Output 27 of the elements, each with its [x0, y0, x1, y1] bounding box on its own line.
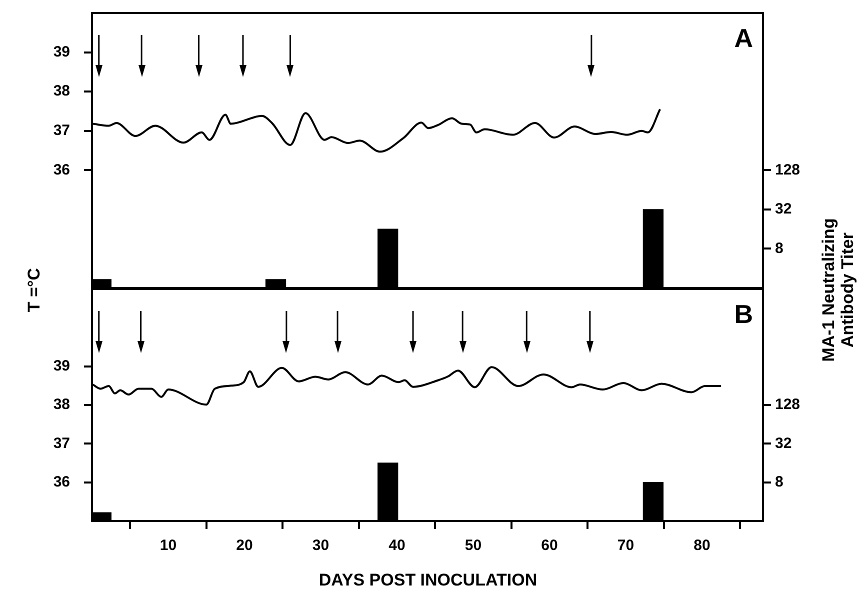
annotation: A — [734, 23, 754, 54]
y-tick-label: 37 — [53, 434, 70, 452]
x-tick-label: 70 — [617, 537, 634, 554]
annotation: B — [734, 299, 753, 330]
y-tick-label: 38 — [53, 396, 70, 414]
y2-tick-label: 128 — [775, 161, 800, 178]
y-tick-label: 36 — [53, 473, 70, 490]
y2-axis-title: MA-1 Neutralizing Antibody Titer — [819, 218, 857, 362]
x-tick-label: 30 — [312, 537, 330, 554]
x-tick-label: 10 — [160, 537, 177, 554]
y-tick-label: 38 — [53, 82, 70, 100]
y2-tick-label: 32 — [775, 200, 792, 218]
y2-tick-label: 8 — [775, 473, 784, 490]
x-tick-label: 60 — [541, 537, 558, 554]
y2-tick-label: 128 — [775, 396, 800, 414]
y-tick-label: 39 — [53, 43, 70, 60]
y-tick-label: 36 — [53, 161, 70, 178]
y2-tick-label: 8 — [775, 240, 784, 257]
y2-tick-label: 32 — [775, 434, 792, 452]
x-tick-label: 80 — [694, 537, 710, 554]
y-axis-title: T =°C — [24, 268, 44, 312]
x-tick-label: 40 — [388, 537, 406, 554]
x-axis-title: DAYS POST INOCULATION — [318, 570, 538, 590]
x-tick-label: 20 — [236, 537, 253, 554]
y-tick-label: 39 — [53, 357, 70, 374]
x-tick-label: 50 — [464, 537, 482, 554]
y-tick-label: 37 — [53, 122, 70, 139]
